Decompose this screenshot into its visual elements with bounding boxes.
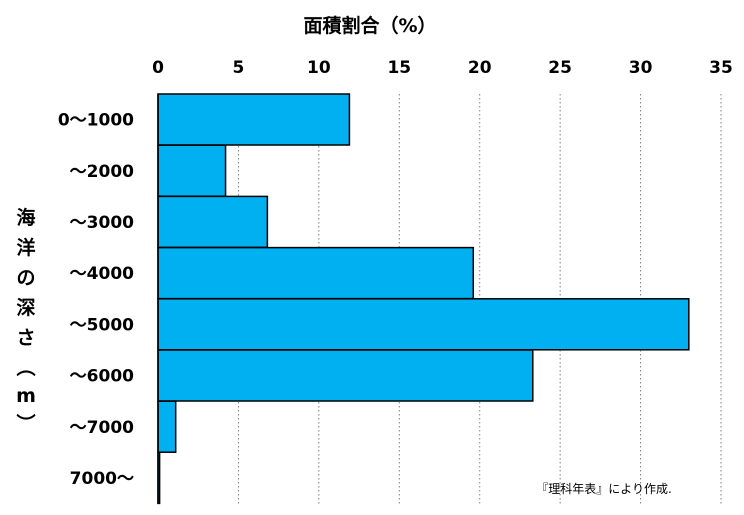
x-tick-label-30: 30 xyxy=(629,58,653,78)
bars xyxy=(157,93,690,505)
y-axis-label-char-5: （ xyxy=(14,357,37,376)
bar-4 xyxy=(157,298,690,351)
x-tick-label-10: 10 xyxy=(307,58,331,78)
bar-5 xyxy=(157,349,534,402)
x-tick-label-15: 15 xyxy=(387,58,411,78)
category-label-2: ～3000 xyxy=(70,213,134,233)
category-label-3: ～4000 xyxy=(70,264,134,284)
y-axis-label-char-2: の xyxy=(16,267,35,289)
x-tick-label-20: 20 xyxy=(468,58,492,78)
category-labels: 0～1000 ～2000 ～3000 ～4000 ～5000 ～6000 ～7000 7000… xyxy=(58,111,134,489)
y-axis-label-char-0: 海 xyxy=(16,206,35,229)
y-axis-label-char-6: m xyxy=(16,385,36,407)
category-label-0: 0～1000 xyxy=(58,111,134,131)
category-label-1: ～2000 xyxy=(70,162,134,182)
bar-1 xyxy=(157,144,227,197)
y-axis-label-char-1: 洋 xyxy=(16,236,35,259)
x-tick-label-35: 35 xyxy=(709,58,733,78)
category-label-5: ～6000 xyxy=(70,367,134,387)
category-label-6: ～7000 xyxy=(70,418,134,438)
category-label-7: 7000～ xyxy=(70,469,134,489)
y-axis-label-char-3: 深 xyxy=(16,296,35,319)
y-axis-label-char-4: さ xyxy=(16,327,35,349)
bar-2 xyxy=(157,195,269,249)
x-tick-label-5: 5 xyxy=(233,58,245,78)
category-label-4: ～5000 xyxy=(70,315,134,335)
x-tick-label-25: 25 xyxy=(548,58,572,78)
chart-title: 面積割合（%） xyxy=(303,14,436,37)
bar-3 xyxy=(157,246,475,300)
x-tick-labels: 0 5 10 15 20 25 30 35 xyxy=(152,58,733,78)
bar-0 xyxy=(157,93,351,146)
x-tick-label-0: 0 xyxy=(152,58,164,78)
source-note: 『理科年表』により作成. xyxy=(536,482,672,496)
bar-6 xyxy=(157,400,177,453)
y-axis-label-char-7: ） xyxy=(14,413,37,432)
